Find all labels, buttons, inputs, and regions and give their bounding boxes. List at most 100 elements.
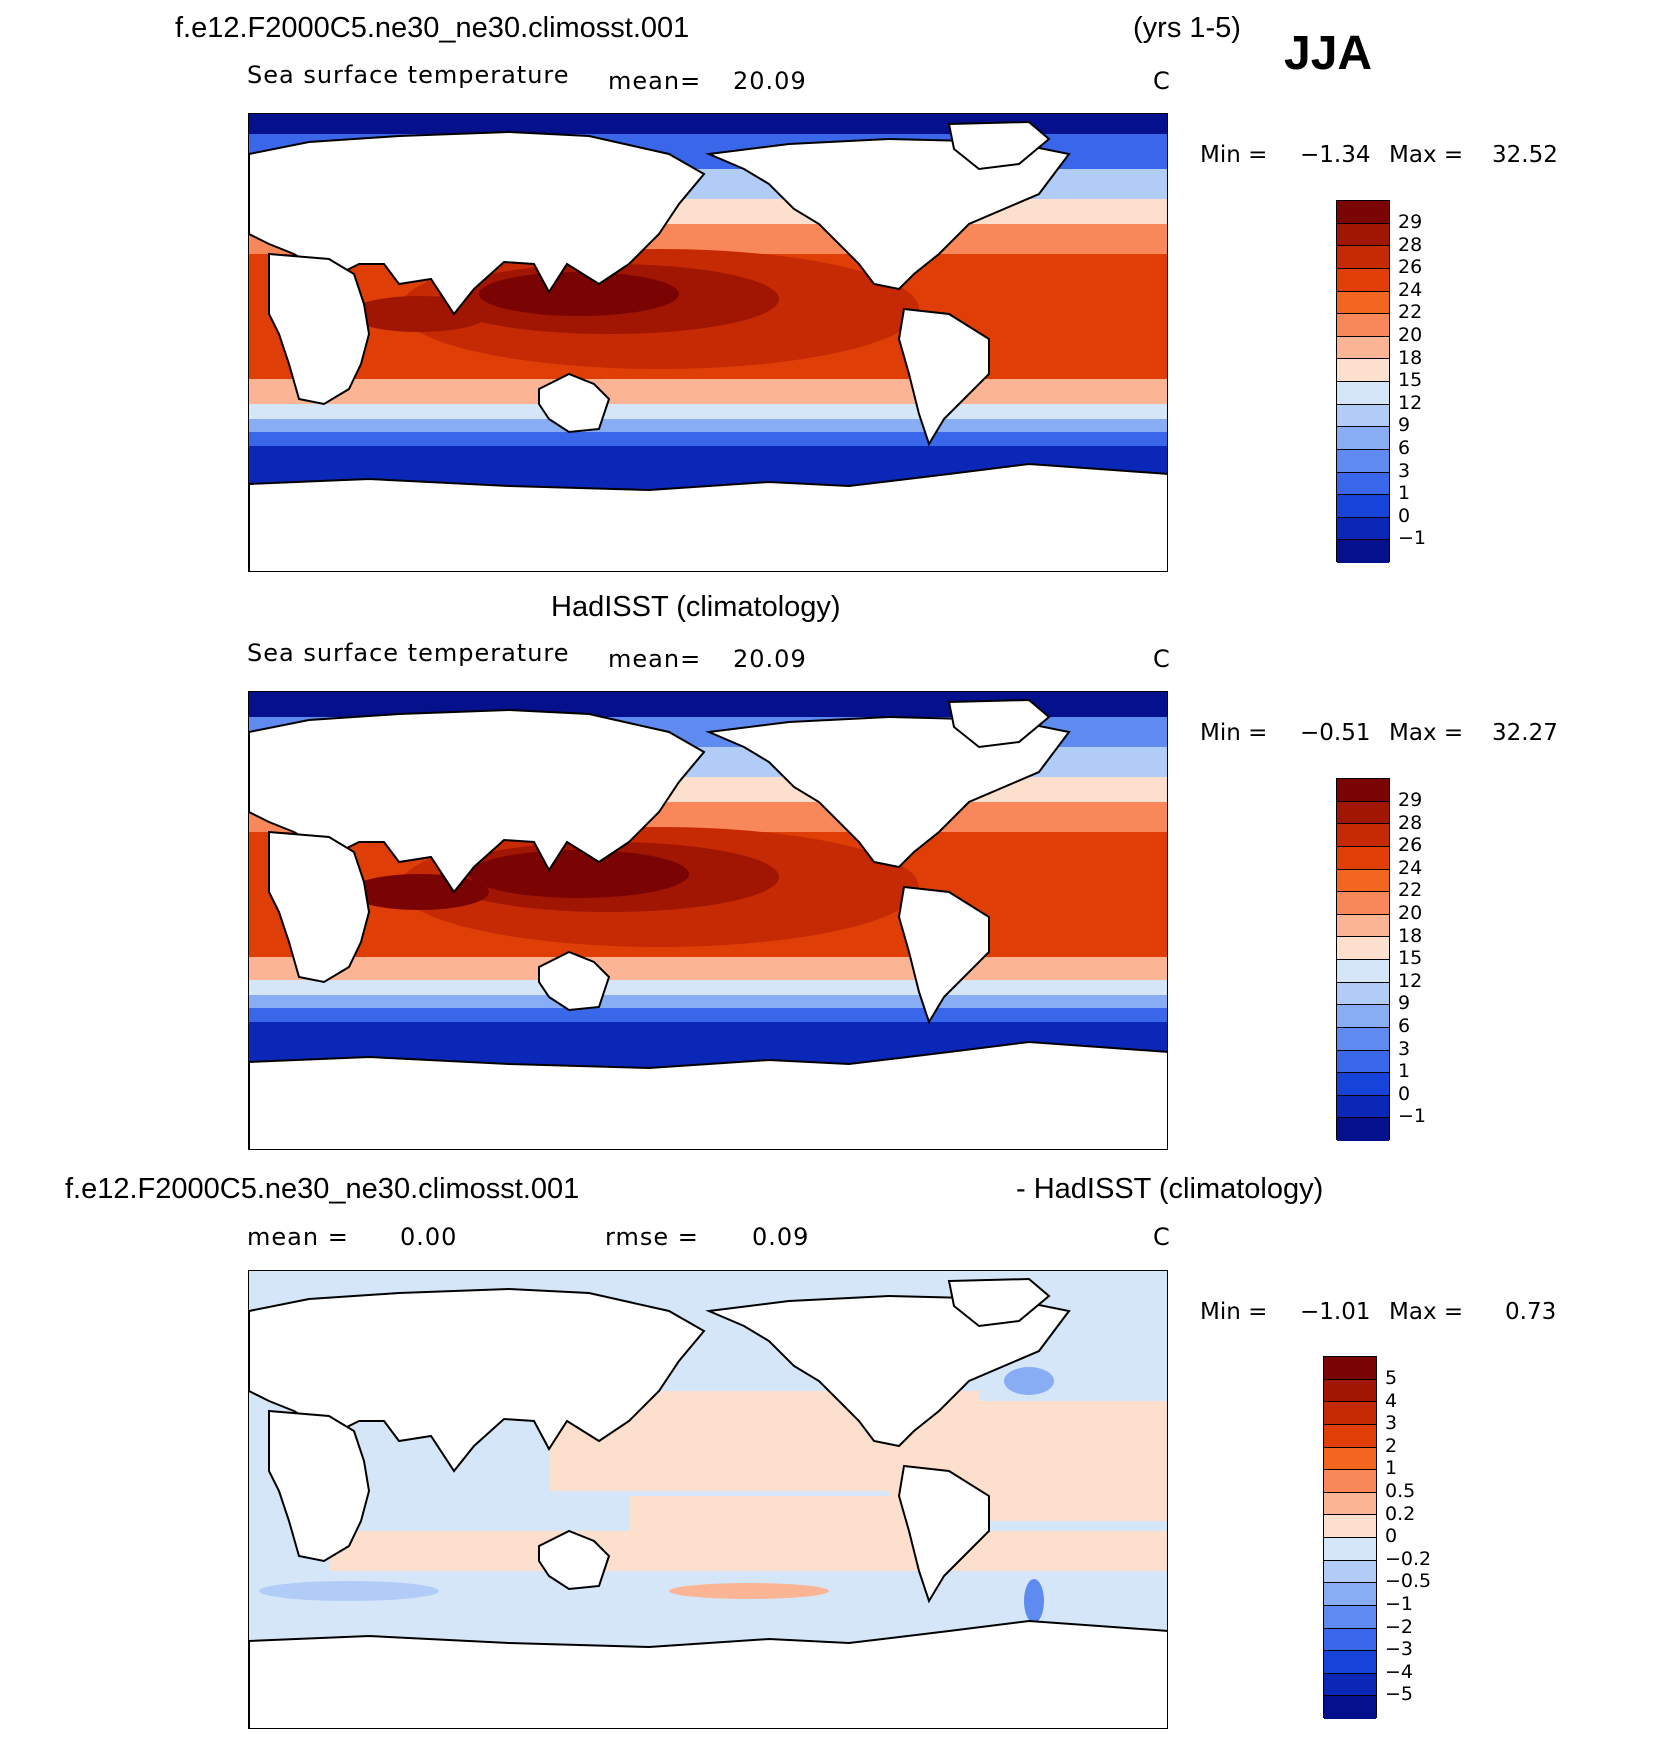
colorbar-tick-label: 29 [1398,789,1423,811]
colorbar-swatch [1324,1560,1376,1584]
colorbar-tick-label: −0.2 [1385,1547,1432,1570]
colorbar-swatch [1337,779,1389,802]
colorbar-tick-label: 26 [1398,256,1423,279]
colorbar-tick-label: 0 [1398,504,1411,527]
panel3-colorbar-swatches [1323,1356,1377,1719]
colorbar-tick-label: 0.2 [1385,1502,1416,1525]
panel2-colorbar-swatches [1336,778,1390,1141]
colorbar-tick-label: −1 [1398,527,1427,550]
colorbar-swatch [1337,892,1389,915]
panel2-title: HadISST (climatology) [551,591,841,623]
panel3-title-right: - HadISST (climatology) [1016,1173,1324,1205]
colorbar-tick-label: 15 [1398,947,1423,970]
colorbar-swatch [1324,1651,1376,1674]
panel3-title-left: f.e12.F2000C5.ne30_ne30.climosst.001 [65,1173,580,1205]
panel1-min-label: Min = [1200,142,1268,168]
colorbar-swatch [1324,1447,1376,1471]
panel2-units: C [1153,645,1171,673]
colorbar-swatch [1324,1696,1376,1719]
colorbar-swatch [1337,201,1389,224]
panel1-mean-value: 20.09 [733,67,807,95]
colorbar-tick-label: 4 [1385,1389,1398,1412]
colorbar-swatch [1337,495,1389,518]
colorbar-tick-label: −3 [1385,1638,1414,1661]
panel3-max-label: Max = [1389,1299,1464,1325]
colorbar-tick-label: 26 [1398,834,1423,857]
panel3-min-value: −1.01 [1300,1299,1371,1325]
colorbar-swatch [1337,472,1389,496]
colorbar-swatch [1324,1357,1376,1380]
colorbar-swatch [1337,291,1389,315]
colorbar-swatch [1337,801,1389,825]
panel3-mean-label: mean = [247,1223,349,1251]
colorbar-swatch [1337,960,1389,983]
colorbar-swatch [1337,449,1389,473]
panel1-units: C [1153,67,1171,95]
colorbar-swatch [1337,223,1389,247]
colorbar-tick-label: 3 [1398,459,1411,482]
colorbar-swatch [1337,404,1389,428]
colorbar-tick-label: 24 [1398,856,1423,879]
colorbar-swatch [1337,427,1389,450]
colorbar-swatch [1337,246,1389,269]
colorbar-tick-label: 0 [1385,1525,1398,1548]
panel2-mean-label: mean= [608,645,702,673]
colorbar-tick-label: 1 [1398,1060,1411,1083]
colorbar-tick-label: 22 [1398,879,1423,902]
panel3-mean-value: 0.00 [400,1223,458,1251]
colorbar-tick-label: 9 [1398,414,1411,437]
colorbar-swatch [1337,1050,1389,1074]
colorbar-swatch [1324,1470,1376,1493]
model-case-title: f.e12.F2000C5.ne30_ne30.climosst.001 [175,12,690,44]
panel2-min-label: Min = [1200,720,1268,746]
colorbar-tick-label: 6 [1398,437,1411,459]
colorbar-tick-label: 9 [1398,992,1411,1015]
panel2-mean-value: 20.09 [733,645,807,673]
colorbar-tick-label: 6 [1398,1015,1411,1037]
panel2-map [248,691,1168,1150]
panel2-max-label: Max = [1389,720,1464,746]
colorbar-swatch [1337,846,1389,870]
panel3-rmse-value: 0.09 [752,1223,810,1251]
panel3-rmse-label: rmse = [605,1223,699,1251]
colorbar-tick-label: 18 [1398,924,1423,947]
colorbar-swatch [1337,937,1389,960]
panel1-colorbar-swatches [1336,200,1390,563]
panel1-min-value: −1.34 [1300,142,1371,168]
panel2-variable: Sea surface temperature [247,639,570,667]
panel1-max-label: Max = [1389,142,1464,168]
colorbar-tick-label: 22 [1398,301,1423,324]
panel1-max-value: 32.52 [1492,142,1558,168]
colorbar-tick-label: 1 [1398,482,1411,505]
colorbar-tick-label: 12 [1398,391,1423,414]
colorbar-tick-label: −5 [1385,1683,1414,1706]
colorbar-swatch [1337,382,1389,405]
season-label: JJA [1284,27,1373,80]
colorbar-swatch [1337,268,1389,292]
colorbar-tick-label: 28 [1398,811,1423,834]
colorbar-tick-label: 18 [1398,346,1423,369]
colorbar-swatch [1324,1583,1376,1606]
colorbar-tick-label: 3 [1385,1412,1398,1435]
colorbar-tick-label: −1 [1385,1593,1414,1615]
colorbar-swatch [1337,517,1389,541]
colorbar-swatch [1324,1538,1376,1561]
years-label: (yrs 1-5) [1133,12,1241,44]
panel2-min-value: −0.51 [1300,720,1371,746]
panel3-min-label: Min = [1200,1299,1268,1325]
colorbar-tick-label: 2 [1385,1434,1398,1457]
colorbar-tick-label: −0.5 [1385,1570,1432,1593]
colorbar-tick-label: 24 [1398,278,1423,301]
colorbar-swatch [1337,1005,1389,1028]
colorbar-swatch [1337,1118,1389,1141]
colorbar-swatch [1324,1492,1376,1516]
colorbar-tick-label: −4 [1385,1660,1414,1683]
colorbar-swatch [1324,1424,1376,1448]
colorbar-swatch [1324,1515,1376,1538]
colorbar-swatch [1324,1605,1376,1629]
colorbar-tick-label: 15 [1398,369,1423,392]
panel3-max-value: 0.73 [1505,1299,1557,1325]
colorbar-swatch [1324,1379,1376,1403]
colorbar-tick-label: 12 [1398,969,1423,992]
colorbar-tick-label: 28 [1398,233,1423,256]
